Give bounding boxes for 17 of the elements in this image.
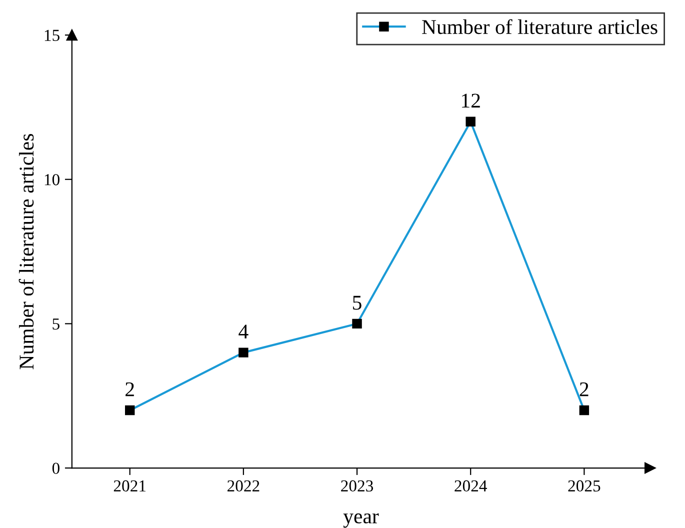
y-tick-label: 5 — [52, 318, 60, 330]
x-tick-label: 2023 — [341, 480, 374, 492]
data-label: 4 — [238, 324, 248, 338]
y-tick-label: 10 — [44, 174, 60, 186]
data-label: 2 — [126, 382, 134, 396]
data-label: 5 — [353, 296, 362, 310]
x-tick-label: 2022 — [228, 480, 260, 492]
y-axis-title: Number of literature articles — [18, 134, 34, 370]
data-label: 12 — [462, 94, 480, 108]
y-tick-label: 0 — [52, 462, 60, 474]
x-tick-label: 2025 — [568, 480, 600, 492]
legend-label: Number of literature articles — [422, 19, 658, 34]
x-tick-label: 2021 — [114, 480, 146, 492]
y-tick-label: 15 — [44, 30, 60, 42]
data-label: 2 — [580, 382, 588, 396]
x-tick-label: 2024 — [454, 480, 488, 492]
x-axis-title: year — [343, 513, 379, 528]
